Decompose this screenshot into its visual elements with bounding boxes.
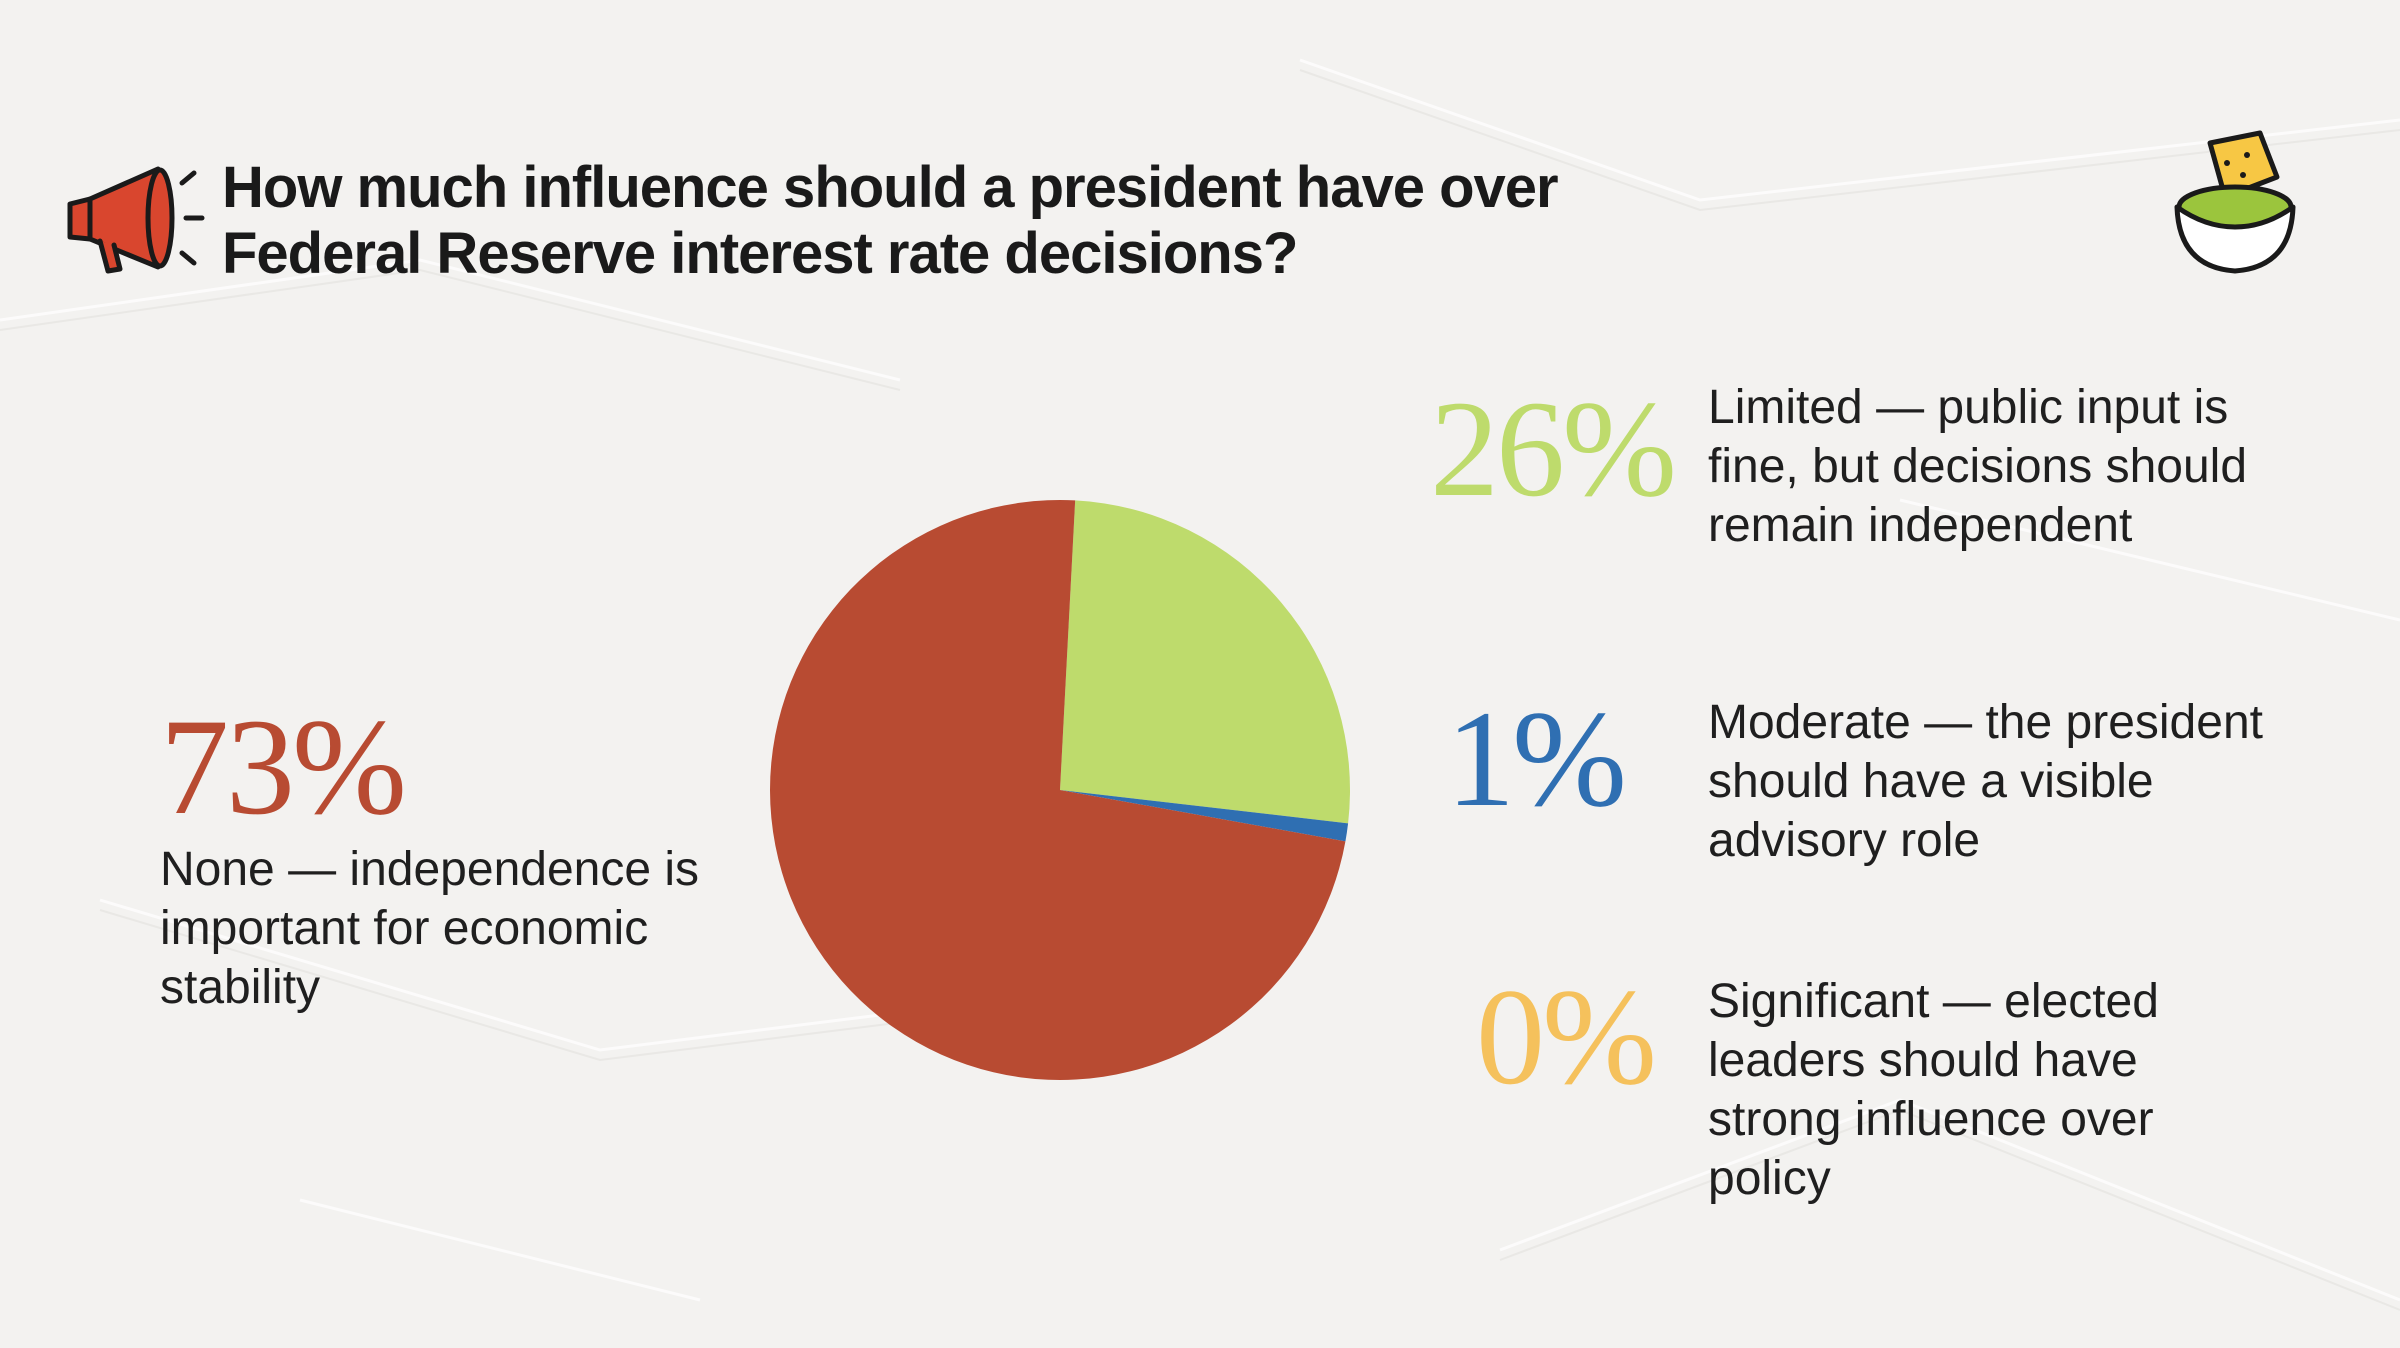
guacamole-bowl-icon xyxy=(2174,130,2296,274)
moderate-label: Moderate — the president should have a v… xyxy=(1708,696,2263,867)
pie-slice-none xyxy=(770,500,1346,1080)
pie-chart xyxy=(770,500,1350,1080)
moderate-percent: 1% xyxy=(1446,682,1627,835)
none-label: None — independence is important for eco… xyxy=(160,843,700,1014)
header: How much influence should a president ha… xyxy=(60,155,1722,287)
chart-title: How much influence should a president ha… xyxy=(222,155,1559,286)
limited-label: Limited — public input is fine, but deci… xyxy=(1708,381,2248,552)
significant-percent: 0% xyxy=(1476,960,1657,1113)
none-percent: 73% xyxy=(160,690,407,843)
limited-percent: 26% xyxy=(1430,372,1677,525)
pie-slice-limited xyxy=(1060,500,1350,824)
pie-slice-moderate xyxy=(1060,790,1349,842)
megaphone-icon xyxy=(67,166,205,274)
significant-label: Significant — elected leaders should hav… xyxy=(1708,975,2159,1205)
